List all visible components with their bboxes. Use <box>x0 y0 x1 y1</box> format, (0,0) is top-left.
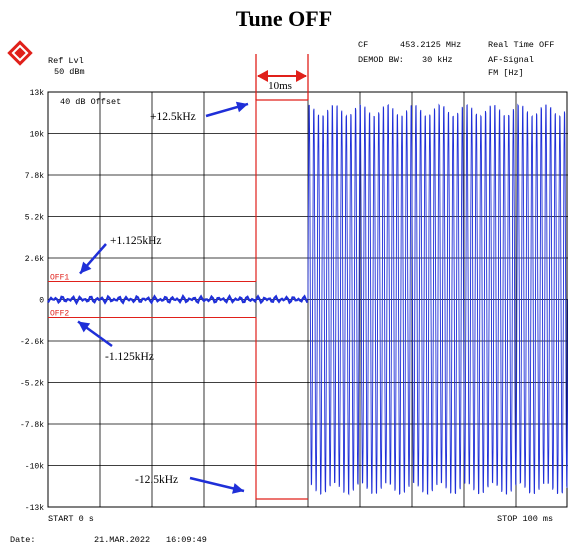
time-value: 16:09:49 <box>166 535 207 546</box>
y-tick-label: 7.8k <box>25 172 44 181</box>
limit-line-label: OFF1 <box>50 274 69 283</box>
y-tick-label: 2.6k <box>25 255 44 264</box>
upper-mask <box>256 100 308 282</box>
annotation-arrowhead <box>232 483 244 494</box>
lower-mask <box>256 317 308 499</box>
sweep-stop: STOP 100 ms <box>497 514 553 525</box>
date-label: Date: <box>10 535 36 546</box>
annotation-label: -12.5kHz <box>135 474 178 486</box>
stable-trace <box>48 296 308 303</box>
y-tick-label: -13k <box>25 504 44 513</box>
y-tick-label: -2.6k <box>20 338 44 347</box>
y-tick-labels: 13k 10k 7.8k 5.2k 2.6k 0 -2.6k -5.2k -7.8k -10k -1… <box>20 89 44 513</box>
marker-arrow-left <box>257 70 268 82</box>
annotation-label: +12.5kHz <box>150 111 196 123</box>
annotation-label: -1.125kHz <box>105 351 154 363</box>
y-tick-label: 13k <box>30 89 45 98</box>
date-value: 21.MAR.2022 <box>94 535 150 546</box>
annotations: 10ms +12.5kHz +1.125kHz -1.125kHz -12.5kHz <box>78 54 308 494</box>
y-tick-label: 10k <box>30 131 45 140</box>
limit-line-label: OFF2 <box>50 309 69 318</box>
y-tick-label: -7.8k <box>20 421 44 430</box>
annotation-arrowhead <box>78 321 90 332</box>
offset-label: 40 dB Offset <box>60 97 121 107</box>
y-tick-label: -5.2k <box>20 380 44 389</box>
marker-arrow-right <box>296 70 307 82</box>
marker-label: 10ms <box>268 80 292 92</box>
y-tick-label: 0 <box>39 297 44 306</box>
y-tick-label: -10k <box>25 463 44 472</box>
y-tick-label: 5.2k <box>25 214 44 223</box>
sweep-start: START 0 s <box>48 514 94 525</box>
annotation-label: +1.125kHz <box>110 235 162 247</box>
